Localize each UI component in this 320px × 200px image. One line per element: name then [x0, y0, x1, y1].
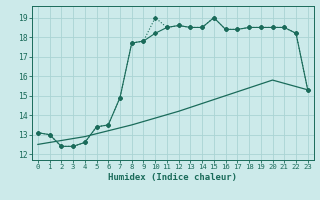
- X-axis label: Humidex (Indice chaleur): Humidex (Indice chaleur): [108, 173, 237, 182]
